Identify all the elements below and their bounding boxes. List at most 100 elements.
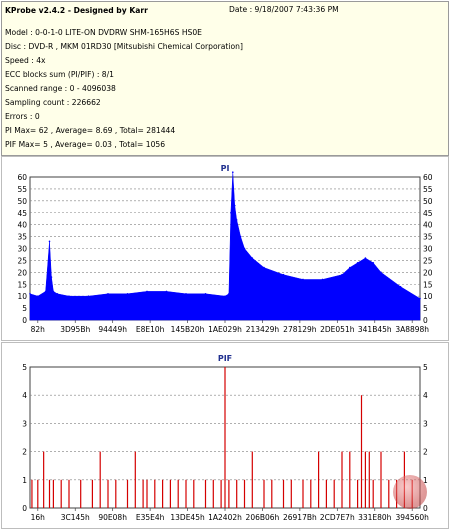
pi-ytick-left: 50 xyxy=(17,197,27,206)
pif-chart-panel: PIF 0 0 1 1 2 2 3 3 4 4 5 5 16h 3C145h 90E08h E35E4h 13DE… xyxy=(1,342,449,529)
ecc-line: ECC blocks sum (PI/PIF) : 8/1 xyxy=(5,70,115,79)
pi-data-point xyxy=(232,171,234,174)
errors-line: Errors : 0 xyxy=(5,112,40,121)
pi-xtick-label: 213429h xyxy=(246,325,280,334)
pi-ytick-left: 25 xyxy=(17,256,27,265)
pi-data-point xyxy=(87,295,90,297)
pi-data-point xyxy=(185,292,187,295)
pi-xtick-label: 145B20h xyxy=(171,325,205,334)
pi-data-point xyxy=(44,290,47,293)
pi-ytick-left: 45 xyxy=(17,209,27,218)
pi-ytick-right: 20 xyxy=(423,268,433,277)
pi-xtick-label: 82h xyxy=(31,325,46,334)
pi-xtick-label: 3A8898h xyxy=(395,325,429,334)
pif-ytick-left: 5 xyxy=(22,363,27,372)
pi-ytick-left: 0 xyxy=(22,316,27,325)
pi-ytick-left: 30 xyxy=(17,245,27,254)
pi-data-point xyxy=(251,257,254,259)
pi-ytick-left: 10 xyxy=(17,292,27,301)
pi-data-point xyxy=(146,290,148,293)
pi-data-point xyxy=(224,295,226,297)
pi-data-point xyxy=(230,211,232,214)
pif-xtick-label: E35E4h xyxy=(136,513,165,522)
pi-stats-line: PI Max= 62 , Average= 8.69 , Total= 2814… xyxy=(5,126,176,135)
pi-ytick-right: 45 xyxy=(423,209,433,218)
pi-ytick-right: 35 xyxy=(423,233,433,242)
pi-ytick-right: 25 xyxy=(423,256,433,265)
pi-data-point xyxy=(282,273,285,276)
pif-xtick-label: 206B06h xyxy=(246,513,280,522)
pi-data-point xyxy=(68,295,70,297)
pi-chart-title: PI xyxy=(221,164,230,173)
pif-ytick-right: 1 xyxy=(423,476,428,485)
pi-data-point xyxy=(356,262,359,264)
pi-data-point xyxy=(349,266,351,269)
pif-ytick-right: 0 xyxy=(423,504,428,513)
pi-data-point xyxy=(243,247,246,250)
speed-line: Speed : 4x xyxy=(5,56,46,65)
pi-ytick-left: 15 xyxy=(17,280,27,289)
pi-xtick-label: 94449h xyxy=(98,325,127,334)
pi-data-point xyxy=(204,292,207,295)
range-line: Scanned range : 0 - 4096038 xyxy=(5,84,116,93)
pi-xtick-label: 341B45h xyxy=(358,325,392,334)
pi-data-point xyxy=(50,276,53,278)
pi-xtick-label: 2DE051h xyxy=(320,325,355,334)
pif-stats-line: PIF Max= 5 , Average= 0.03 , Total= 1056 xyxy=(5,140,166,149)
pif-chart-title: PIF xyxy=(218,354,232,363)
pi-data-point xyxy=(341,273,343,276)
pi-ytick-right: 10 xyxy=(423,292,433,301)
pi-data-point xyxy=(29,292,31,295)
pi-data-point xyxy=(321,278,324,281)
pi-ytick-right: 40 xyxy=(423,221,433,230)
pi-data-point xyxy=(48,240,51,243)
pi-ytick-right: 15 xyxy=(423,280,433,289)
pi-data-point xyxy=(56,292,59,295)
pif-ytick-left: 4 xyxy=(22,391,27,400)
pif-xtick-label: 394560h xyxy=(396,513,430,522)
pif-ytick-left: 1 xyxy=(22,476,27,485)
app-title: KProbe v2.4.2 - Designed by Karr xyxy=(5,6,148,15)
pi-ytick-right: 0 xyxy=(423,316,428,325)
pif-ytick-right: 3 xyxy=(423,419,428,428)
pi-data-point xyxy=(126,292,129,295)
pi-data-point xyxy=(233,204,236,207)
pif-xtick-label: 90E08h xyxy=(98,513,127,522)
pi-ytick-right: 60 xyxy=(423,173,433,182)
pi-xtick-label: 278129h xyxy=(283,325,317,334)
pi-ytick-right: 55 xyxy=(423,185,433,194)
pif-ytick-left: 0 xyxy=(22,504,27,513)
info-panel: KProbe v2.4.2 - Designed by Karr Date : … xyxy=(1,1,449,156)
pi-xtick-label: 3D95Bh xyxy=(60,325,90,334)
pi-data-point xyxy=(399,285,402,288)
watermark-logo xyxy=(393,475,427,509)
pi-data-point xyxy=(165,290,168,293)
pi-data-point xyxy=(239,235,242,238)
scan-date: Date : 9/18/2007 7:43:36 PM xyxy=(229,5,339,14)
pif-ytick-right: 2 xyxy=(423,448,428,457)
pi-data-point xyxy=(107,292,109,295)
pi-chart-panel: PI 0 0 5 5 10 10 15 15 20 20 25 25 30 30 35 35 40 40 45 45 50… xyxy=(1,156,449,341)
pi-ytick-left: 40 xyxy=(17,221,27,230)
pif-ytick-left: 3 xyxy=(22,419,27,428)
pi-ytick-left: 55 xyxy=(17,185,27,194)
sampling-line: Sampling count : 226662 xyxy=(5,98,101,107)
pi-ytick-right: 30 xyxy=(423,245,433,254)
pif-chart: PIF 0 0 1 1 2 2 3 3 4 4 5 5 16h 3C145h 90E08h E35E4h 13DE… xyxy=(22,354,430,522)
pi-data-point xyxy=(419,297,421,300)
model-line: Model : 0-0-1-0 LITE-ON DVDRW SHM-165H6S… xyxy=(5,28,202,37)
pif-xtick-label: 331E80h xyxy=(358,513,392,522)
pi-chart: PI 0 0 5 5 10 10 15 15 20 20 25 25 30 30 35 35 40 40 45 45 50… xyxy=(17,164,433,334)
pi-ytick-left: 35 xyxy=(17,233,27,242)
pif-xtick-label: 26917Bh xyxy=(283,513,317,522)
pi-xtick-label: E8E10h xyxy=(136,325,165,334)
pi-ytick-right: 50 xyxy=(423,197,433,206)
pi-data-point xyxy=(263,266,265,269)
pi-ytick-left: 20 xyxy=(17,268,27,277)
pi-data-point xyxy=(235,219,238,221)
disc-line: Disc : DVD-R , MKM 01RD30 [Mitsubishi Ch… xyxy=(5,42,243,51)
pif-xtick-label: 2CD7E7h xyxy=(320,513,355,522)
pif-ytick-left: 2 xyxy=(22,448,27,457)
pi-data-point xyxy=(52,290,55,293)
